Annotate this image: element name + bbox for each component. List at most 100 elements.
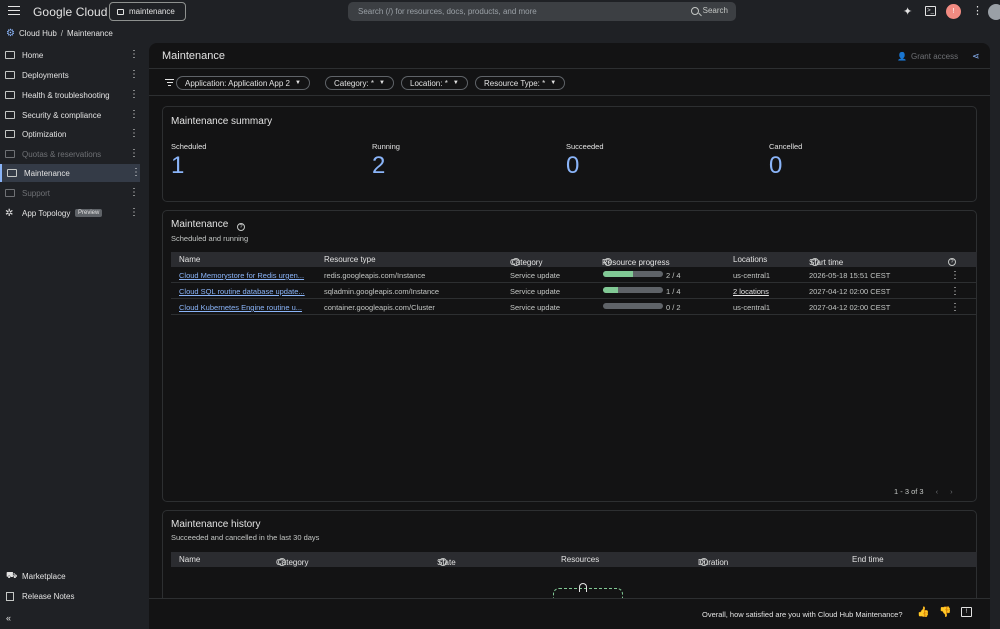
thumbs-up-icon[interactable]: 👍 bbox=[917, 607, 930, 618]
google-cloud-logo[interactable]: Google Cloud bbox=[33, 5, 108, 19]
column-header[interactable]: Locations bbox=[733, 255, 768, 264]
row-more-icon[interactable]: ⋮ bbox=[950, 302, 960, 313]
stat-cancelled[interactable]: Cancelled 0 bbox=[769, 142, 802, 180]
maintenance-name-link[interactable]: Cloud Kubernetes Engine routine u... bbox=[179, 303, 302, 312]
help-icon[interactable]: ? bbox=[811, 258, 819, 266]
filter-icon[interactable] bbox=[165, 79, 174, 86]
thumbs-down-icon[interactable]: 👎 bbox=[939, 607, 952, 618]
progress-text: 2 / 4 bbox=[666, 271, 681, 280]
locations-link[interactable]: 2 locations bbox=[733, 287, 769, 296]
sidebar-more-icon[interactable]: ⋮ bbox=[129, 69, 139, 80]
grant-access-button[interactable]: 👤 Grant access bbox=[897, 52, 958, 61]
sidebar-more-icon[interactable]: ⋮ bbox=[129, 187, 139, 198]
history-title: Maintenance history bbox=[171, 519, 261, 530]
sidebar-item-release-notes[interactable]: Release Notes bbox=[0, 587, 140, 605]
progress-bar bbox=[603, 303, 663, 309]
filter-location[interactable]: Location: * ▼ bbox=[401, 76, 468, 90]
stat-scheduled[interactable]: Scheduled 1 bbox=[171, 142, 206, 180]
feedback-icon[interactable]: ! bbox=[961, 607, 972, 617]
collapse-sidebar-button[interactable]: « bbox=[0, 609, 140, 627]
notification-badge[interactable]: ! bbox=[946, 4, 961, 19]
row-more-icon[interactable]: ⋮ bbox=[950, 286, 960, 297]
chevron-right-icon[interactable]: › bbox=[950, 487, 953, 496]
column-header[interactable]: End time bbox=[852, 555, 884, 564]
progress-bar bbox=[603, 271, 663, 277]
account-avatar[interactable] bbox=[988, 4, 1000, 20]
sidebar-item-home[interactable]: Home ⋮ bbox=[0, 46, 140, 64]
sidebar-item-label: Home bbox=[22, 50, 44, 60]
sidebar-item-health[interactable]: Health & troubleshooting ⋮ bbox=[0, 86, 140, 104]
sidebar-more-icon[interactable]: ⋮ bbox=[129, 148, 139, 159]
history-subtitle: Succeeded and cancelled in the last 30 d… bbox=[171, 533, 320, 542]
maintenance-name-link[interactable]: Cloud Memorystore for Redis urgen... bbox=[179, 271, 305, 280]
stat-value: 0 bbox=[769, 152, 783, 179]
sidebar-item-marketplace[interactable]: ⛟ Marketplace bbox=[0, 567, 140, 585]
location: us-central1 bbox=[733, 303, 771, 312]
sidebar-item-quotas[interactable]: Quotas & reservations ⋮ bbox=[0, 145, 140, 163]
sidebar-item-optimization[interactable]: Optimization ⋮ bbox=[0, 125, 140, 143]
search-button[interactable]: Search bbox=[690, 6, 728, 15]
sidebar-more-icon[interactable]: ⋮ bbox=[129, 49, 139, 60]
feedback-bar: Overall, how satisfied are you with Clou… bbox=[149, 598, 990, 629]
sidebar-item-label: Health & troubleshooting bbox=[22, 90, 110, 100]
page-title: Maintenance bbox=[162, 50, 225, 62]
maintenance-title-text: Maintenance bbox=[171, 219, 229, 230]
sidebar-item-support[interactable]: Support ⋮ bbox=[0, 184, 140, 202]
maintenance-title: Maintenance ? bbox=[171, 219, 246, 231]
sidebar-item-maintenance[interactable]: Maintenance ⋮ bbox=[0, 164, 141, 182]
start-time: 2026-05-18 15:51 CEST bbox=[809, 271, 891, 280]
health-icon bbox=[5, 91, 15, 99]
gemini-icon[interactable]: ✦ bbox=[903, 6, 913, 18]
sidebar-item-label: Deployments bbox=[22, 70, 69, 80]
search-bar[interactable]: Search (/) for resources, docs, products… bbox=[348, 2, 736, 21]
release-notes-icon bbox=[6, 591, 14, 601]
row-more-icon[interactable]: ⋮ bbox=[950, 270, 960, 281]
breadcrumb-root[interactable]: Cloud Hub bbox=[18, 28, 57, 38]
filter-application[interactable]: Application: Application App 2 ▼ bbox=[176, 76, 310, 90]
stat-succeeded[interactable]: Succeeded 0 bbox=[566, 142, 604, 180]
help-icon[interactable]: ? bbox=[278, 558, 286, 566]
table-row: Cloud Kubernetes Engine routine u... con… bbox=[171, 299, 977, 315]
sidebar-more-icon[interactable]: ⋮ bbox=[129, 109, 139, 120]
sidebar-more-icon[interactable]: ⋮ bbox=[131, 167, 141, 178]
sidebar-more-icon[interactable]: ⋮ bbox=[129, 207, 139, 218]
sidebar-item-deployments[interactable]: Deployments ⋮ bbox=[0, 66, 140, 84]
sidebar-more-icon[interactable]: ⋮ bbox=[129, 128, 139, 139]
progress-bar bbox=[603, 287, 663, 293]
filter-label: Category: * bbox=[334, 78, 375, 88]
filter-category[interactable]: Category: * ▼ bbox=[325, 76, 394, 90]
help-icon[interactable]: ? bbox=[700, 558, 708, 566]
sidebar-item-app-topology[interactable]: ✲ App Topology Preview ⋮ bbox=[0, 204, 140, 222]
sidebar-item-security[interactable]: Security & compliance ⋮ bbox=[0, 106, 140, 124]
chevron-left-icon[interactable]: ‹ bbox=[935, 487, 939, 496]
table-header: Name Resource type Category? Resource pr… bbox=[171, 252, 977, 267]
filter-label: Location: * bbox=[410, 78, 448, 88]
help-icon[interactable]: ? bbox=[512, 258, 520, 266]
more-options-icon[interactable]: ⋮ bbox=[972, 5, 983, 17]
loading-indicator bbox=[553, 583, 623, 601]
stat-value: 2 bbox=[372, 152, 386, 179]
filter-resource-type[interactable]: Resource Type: * ▼ bbox=[475, 76, 566, 90]
chevron-down-icon: ▼ bbox=[550, 80, 557, 86]
column-header[interactable]: Resources bbox=[561, 555, 600, 564]
column-header[interactable]: Resource type bbox=[324, 255, 376, 264]
stat-running[interactable]: Running 2 bbox=[372, 142, 400, 180]
share-icon[interactable]: ⋖ bbox=[972, 51, 980, 61]
resource-type: sqladmin.googleapis.com/Instance bbox=[324, 287, 440, 296]
maintenance-name-link[interactable]: Cloud SQL routine database update... bbox=[179, 287, 305, 296]
column-header-text: Resource progress bbox=[602, 258, 670, 267]
column-header[interactable]: Name bbox=[179, 555, 201, 564]
cloud-shell-icon[interactable]: >_ bbox=[925, 6, 936, 16]
project-picker[interactable]: maintenance bbox=[109, 2, 186, 21]
column-header[interactable]: Name bbox=[179, 255, 201, 264]
help-icon[interactable]: ? bbox=[237, 223, 246, 231]
chevron-down-icon: ▼ bbox=[294, 80, 301, 86]
help-icon[interactable]: ? bbox=[439, 558, 447, 566]
help-icon[interactable]: ? bbox=[604, 258, 612, 266]
category: Service update bbox=[510, 287, 561, 296]
column-header-text: Duration bbox=[698, 558, 729, 567]
menu-icon[interactable] bbox=[8, 6, 20, 16]
home-icon bbox=[5, 51, 15, 59]
sidebar-more-icon[interactable]: ⋮ bbox=[129, 89, 139, 100]
summary-card: Maintenance summary Scheduled 1 Running 2 … bbox=[162, 106, 977, 202]
